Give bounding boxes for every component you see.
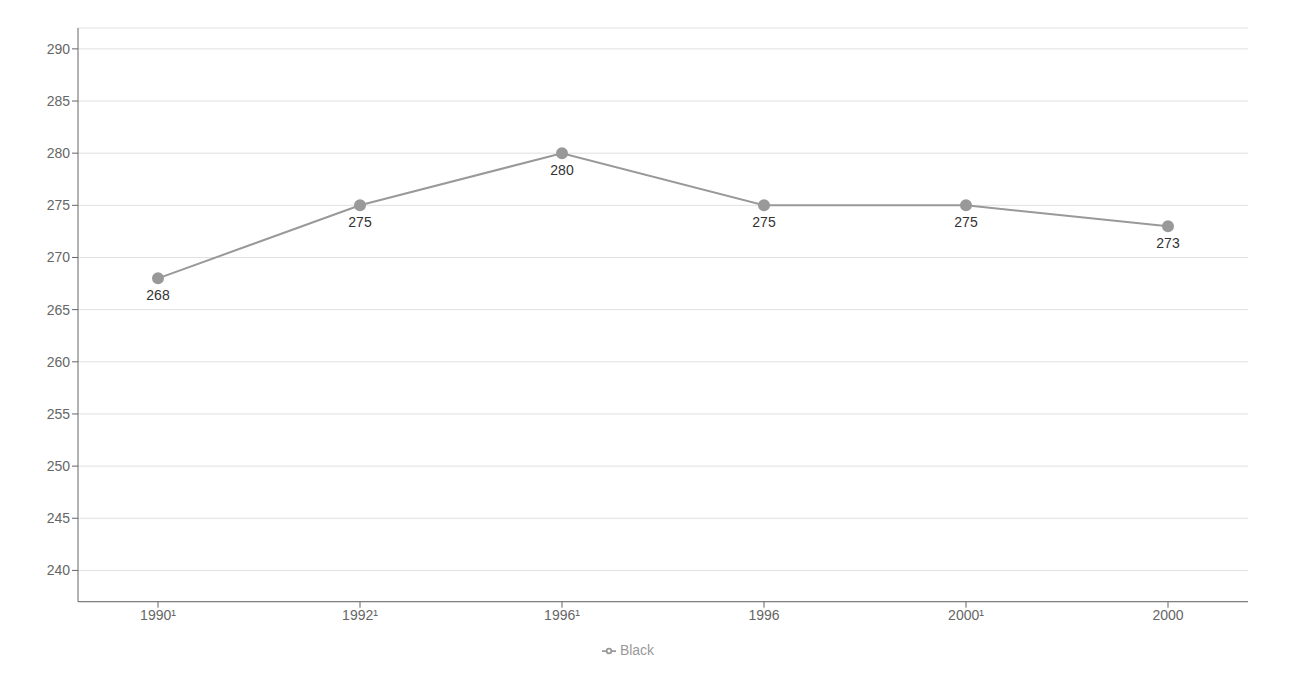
svg-text:275: 275 — [348, 214, 372, 230]
svg-text:250: 250 — [47, 458, 71, 474]
svg-text:240: 240 — [47, 562, 71, 578]
svg-text:2000¹: 2000¹ — [948, 607, 984, 623]
svg-text:245: 245 — [47, 510, 71, 526]
svg-text:273: 273 — [1156, 235, 1180, 251]
svg-text:285: 285 — [47, 93, 71, 109]
html-text:Black: Black — [619, 641, 655, 658]
svg-text:280: 280 — [47, 145, 71, 161]
svg-text:2000: 2000 — [1152, 607, 1183, 623]
svg-text:268: 268 — [146, 287, 170, 303]
svg-text:1992¹: 1992¹ — [342, 607, 378, 623]
svg-text:260: 260 — [47, 354, 71, 370]
svg-text:1996¹: 1996¹ — [544, 607, 580, 623]
svg-text:1996: 1996 — [748, 607, 779, 623]
svg-text:255: 255 — [47, 406, 71, 422]
svg-text:270: 270 — [47, 249, 71, 265]
svg-text:280: 280 — [550, 162, 574, 178]
svg-text:275: 275 — [752, 214, 776, 230]
svg-text:265: 265 — [47, 302, 71, 318]
svg-text:275: 275 — [954, 214, 978, 230]
svg-text:290: 290 — [47, 41, 71, 57]
svg-text:275: 275 — [47, 197, 71, 213]
svg-text:1990¹: 1990¹ — [140, 607, 176, 623]
